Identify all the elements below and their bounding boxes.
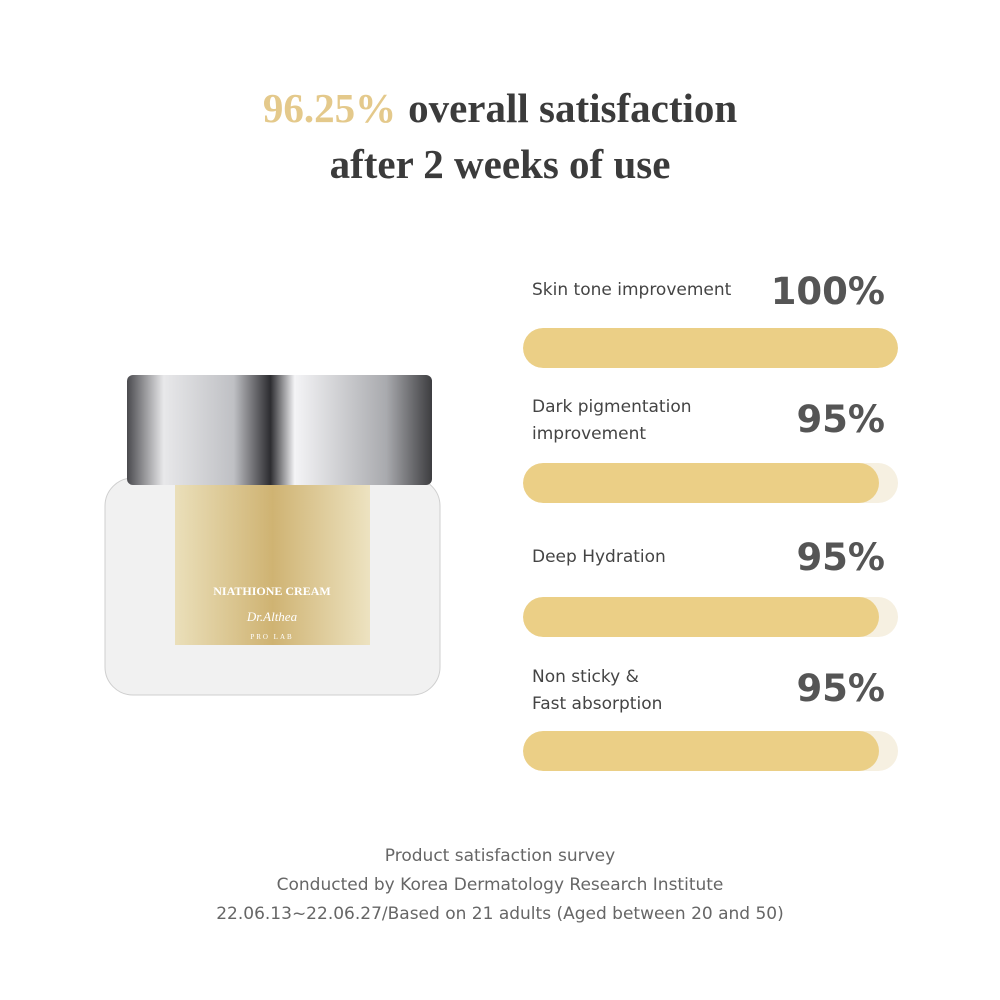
bar-track [523,597,898,637]
headline-highlight: 96.25% [262,85,397,131]
bar-label: Skin tone improvement [532,280,732,300]
bar [523,731,880,771]
jar-cap [127,375,432,485]
footnote-line: 22.06.13~22.06.27/Based on 21 adults (Ag… [216,904,784,924]
footnote: Product satisfaction survey Conducted by… [0,842,1000,929]
bar-label: Deep Hydration [532,547,666,567]
value-label: 100% [770,270,885,313]
footnote-line: Conducted by Korea Dermatology Research … [276,875,724,895]
product-brand: Dr.Althea [246,609,298,624]
jar-cream [175,480,370,645]
bar-label: Dark pigmentation improvement [532,397,692,444]
headline-text: overall satisfaction [408,85,738,131]
bar [523,328,898,368]
value-label: 95% [796,536,885,579]
bar-track [523,731,898,771]
product-name: NIATHIONE CREAM [213,584,330,598]
bar-track [523,463,898,503]
headline-line2: after 2 weeks of use [329,141,671,187]
product-image: NIATHIONE CREAM Dr.Althea PRO LAB [104,375,441,696]
headline-line1: 96.25% overall satisfaction [0,84,1000,132]
value-label: 95% [796,667,885,710]
bar [523,597,880,637]
bar-track [523,328,898,368]
product-sub: PRO LAB [250,633,293,641]
bar-label: Non sticky & Fast absorption [532,667,663,714]
bar [523,463,880,503]
footnote-line: Product satisfaction survey [384,846,616,866]
value-label: 95% [796,398,885,441]
